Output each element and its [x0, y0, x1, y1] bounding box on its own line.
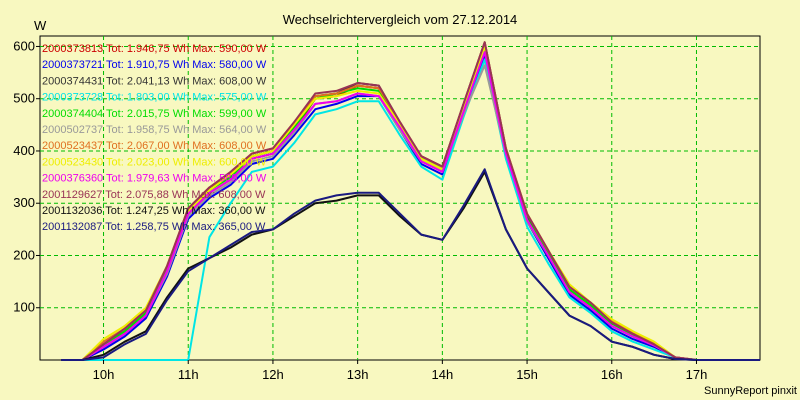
legend-entry-2000374404: 2000374404 Tot: 2.015,75 Wh Max: 599,00 … [42, 108, 267, 120]
chart-title: Wechselrichtervergleich vom 27.12.2014 [283, 12, 518, 27]
series-line-2001132087 [61, 168, 760, 361]
legend-entry-2000523430: 2000523430 Tot: 2.023,00 Wh Max: 600,00 … [42, 156, 267, 168]
legend-entry-2001129627: 2001129627 Tot: 2.075,88 Wh Max: 608,00 … [42, 189, 266, 201]
legend: 2000373813 Tot: 1.946,75 Wh Max: 590,00 … [42, 43, 267, 233]
x-tick-label: 11h [178, 367, 199, 382]
y-tick-label: 200 [13, 247, 35, 262]
y-tick-label: 600 [13, 38, 35, 53]
x-tick-label: 17h [686, 367, 708, 382]
y-axis-label: W [34, 18, 47, 33]
y-tick-label: 100 [13, 300, 35, 315]
x-tick-label: 15h [516, 367, 538, 382]
axes: 100 200 300 400 500 600 10h 11h 12h 13h 14h 15h 16h 1… [13, 38, 707, 382]
y-tick-label: 300 [13, 195, 35, 210]
x-tick-label: 14h [432, 367, 454, 382]
plot-area [39, 35, 761, 361]
legend-entry-2000373813: 2000373813 Tot: 1.946,75 Wh Max: 590,00 … [42, 43, 267, 55]
x-tick-label: 13h [347, 367, 369, 382]
legend-entry-2000374431: 2000374431 Tot: 2.041,13 Wh Max: 608,00 … [42, 75, 267, 87]
legend-entry-2001132036: 2001132036 Tot: 1.247,25 Wh Max: 360,00 … [42, 205, 266, 217]
series-lines [61, 41, 760, 361]
x-tick-label: 12h [262, 367, 284, 382]
series-line-2001129627 [61, 41, 760, 361]
footer-credit: SunnyReport pinxit [704, 385, 797, 397]
legend-entry-2000373721: 2000373721 Tot: 1.910,75 Wh Max: 580,00 … [42, 59, 267, 71]
legend-entry-2000523437: 2000523437 Tot: 2.067,00 Wh Max: 608,00 … [42, 140, 267, 152]
y-tick-label: 500 [13, 91, 35, 106]
legend-entry-2000373728: 2000373728 Tot: 1.803,00 Wh Max: 575,00 … [42, 92, 267, 104]
legend-entry-2000502737: 2000502737 Tot: 1.958,75 Wh Max: 564,00 … [42, 124, 267, 136]
y-tick-label: 400 [13, 143, 35, 158]
series-line-2000373728 [61, 58, 760, 361]
legend-entry-2000376360: 2000376360 Tot: 1.979,63 Wh Max: 589,00 … [42, 173, 267, 185]
x-tick-label: 16h [601, 367, 623, 382]
legend-entry-2001132087: 2001132087 Tot: 1.258,75 Wh Max: 365,00 … [42, 221, 266, 233]
x-tick-label: 10h [93, 367, 115, 382]
series-line-2000376360 [61, 51, 760, 361]
